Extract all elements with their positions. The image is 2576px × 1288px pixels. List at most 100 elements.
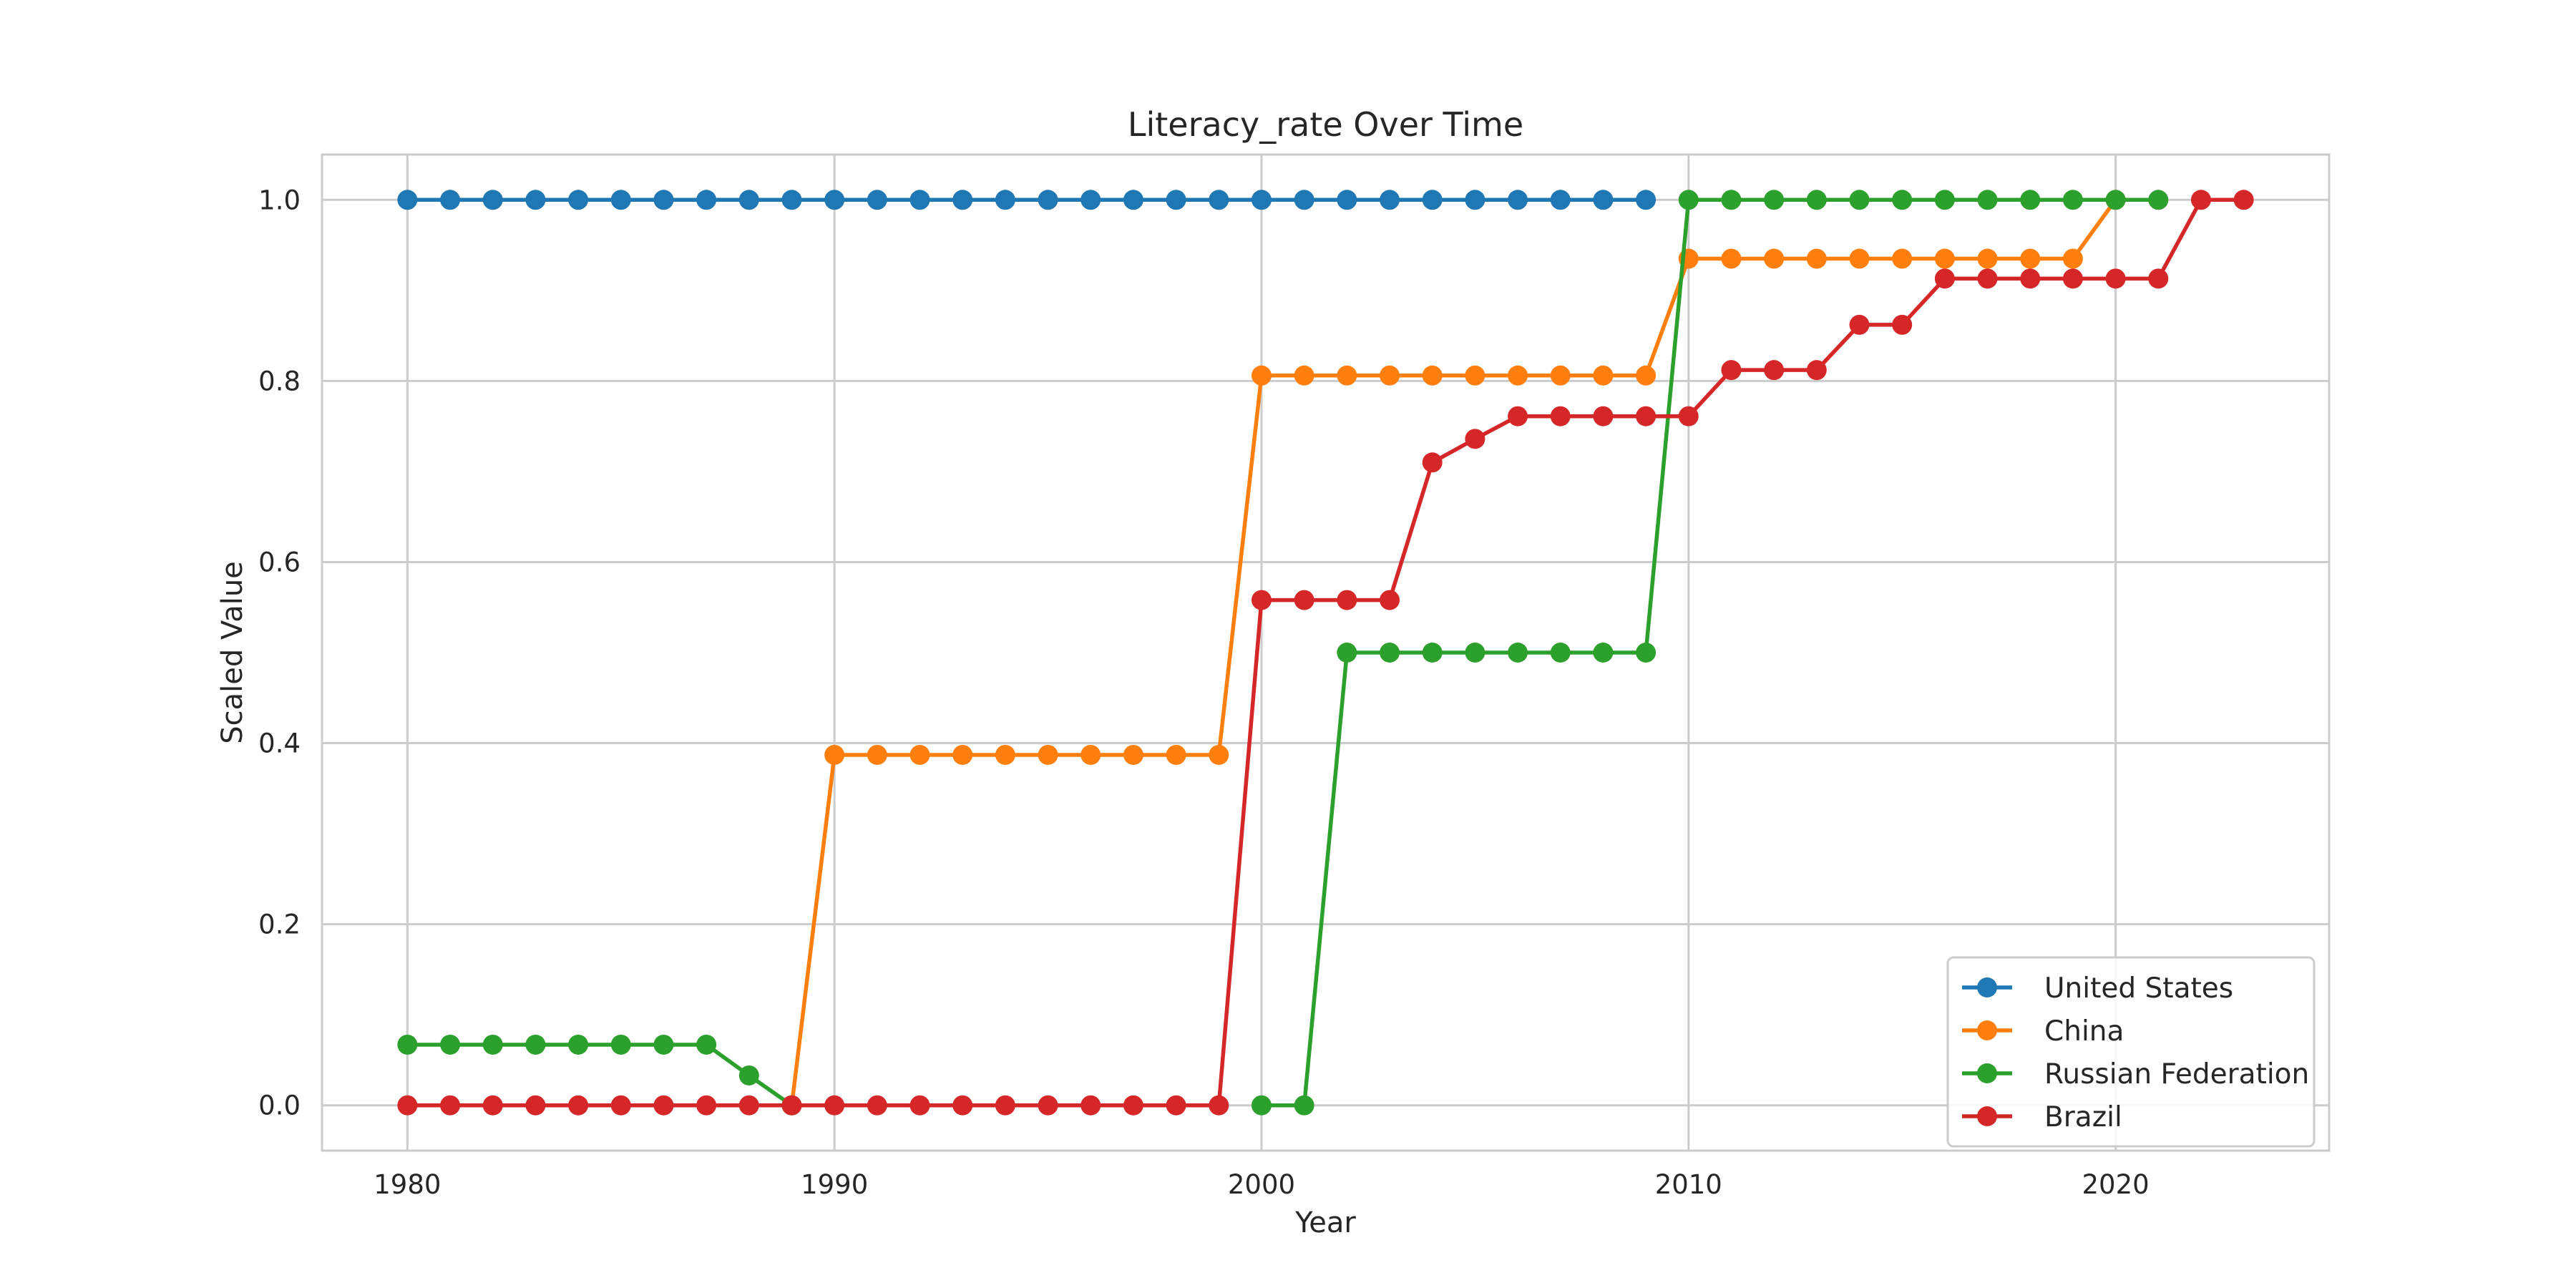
data-point-brazil — [610, 1095, 631, 1116]
data-point-brazil — [1593, 406, 1614, 426]
data-point-united-states — [781, 190, 802, 210]
x-axis-label: Year — [1294, 1206, 1356, 1239]
data-point-russian-federation — [1251, 1095, 1272, 1116]
data-point-china — [1123, 744, 1143, 765]
data-point-brazil — [1209, 1095, 1229, 1116]
data-point-china — [2020, 248, 2041, 269]
data-point-china — [1806, 248, 1827, 269]
data-point-united-states — [1593, 190, 1614, 210]
data-point-russian-federation — [1678, 190, 1699, 210]
data-point-united-states — [653, 190, 674, 210]
data-point-china — [2062, 248, 2083, 269]
legend-box — [1946, 956, 2316, 1148]
chart-title: Literacy_rate Over Time — [1128, 105, 1523, 144]
data-point-brazil — [482, 1095, 503, 1116]
data-point-united-states — [952, 190, 973, 210]
data-point-united-states — [1550, 190, 1571, 210]
data-point-brazil — [1977, 268, 1998, 289]
data-point-china — [995, 744, 1015, 765]
data-point-russian-federation — [1294, 1095, 1314, 1116]
data-point-china — [1508, 365, 1528, 386]
data-point-brazil — [1678, 406, 1699, 426]
data-point-brazil — [909, 1095, 930, 1116]
data-point-russian-federation — [2148, 190, 2169, 210]
data-point-brazil — [653, 1095, 674, 1116]
data-point-russian-federation — [610, 1034, 631, 1055]
legend-items: United States China Russian Federation Braz… — [1962, 972, 2309, 1133]
data-point-brazil — [397, 1095, 418, 1116]
data-point-united-states — [1508, 190, 1528, 210]
series-russian-federation — [397, 190, 2169, 1116]
data-point-united-states — [1166, 190, 1186, 210]
data-point-russian-federation — [397, 1034, 418, 1055]
data-point-brazil — [1080, 1095, 1101, 1116]
data-point-united-states — [995, 190, 1015, 210]
legend-label-china: China — [2044, 1015, 2124, 1048]
data-point-brazil — [1636, 406, 1657, 426]
data-point-brazil — [2020, 268, 2041, 289]
data-point-brazil — [781, 1095, 802, 1116]
data-point-china — [909, 744, 930, 765]
data-point-brazil — [2148, 268, 2169, 289]
x-tick-label: 2020 — [2082, 1169, 2150, 1200]
data-point-brazil — [440, 1095, 461, 1116]
data-point-brazil — [525, 1095, 546, 1116]
data-point-russian-federation — [2105, 190, 2126, 210]
data-point-russian-federation — [568, 1034, 589, 1055]
data-point-brazil — [2105, 268, 2126, 289]
data-point-united-states — [440, 190, 461, 210]
data-point-united-states — [610, 190, 631, 210]
data-point-china — [1721, 248, 1742, 269]
data-point-china — [952, 744, 973, 765]
data-point-brazil — [2190, 190, 2211, 210]
data-point-china — [1038, 744, 1058, 765]
data-point-united-states — [1251, 190, 1272, 210]
data-point-brazil — [1251, 590, 1272, 610]
data-point-brazil — [738, 1095, 759, 1116]
data-point-russian-federation — [1764, 190, 1785, 210]
data-point-china — [1849, 248, 1870, 269]
data-point-china — [1209, 744, 1229, 765]
data-point-united-states — [397, 190, 418, 210]
data-point-brazil — [1764, 360, 1785, 381]
data-point-united-states — [568, 190, 589, 210]
x-tick-label: 1990 — [801, 1169, 868, 1200]
data-point-united-states — [909, 190, 930, 210]
y-tick-label: 0.6 — [258, 547, 301, 577]
data-point-united-states — [1465, 190, 1485, 210]
data-point-united-states — [867, 190, 887, 210]
data-point-brazil — [1380, 590, 1400, 610]
legend-marker-china — [1977, 1020, 1997, 1040]
y-tick-label: 0.2 — [258, 909, 301, 940]
data-point-brazil — [2062, 268, 2083, 289]
legend-item-russian-federation: Russian Federation — [1962, 1058, 2309, 1091]
data-point-china — [1422, 365, 1443, 386]
data-point-united-states — [525, 190, 546, 210]
data-point-brazil — [1550, 406, 1571, 426]
data-point-united-states — [1038, 190, 1058, 210]
legend-label-united-states: United States — [2044, 972, 2233, 1005]
data-point-brazil — [1465, 429, 1485, 449]
series-brazil — [397, 190, 2254, 1116]
data-point-brazil — [696, 1095, 717, 1116]
data-point-russian-federation — [1806, 190, 1827, 210]
data-point-united-states — [1294, 190, 1314, 210]
data-point-china — [1593, 365, 1614, 386]
data-point-brazil — [1934, 268, 1955, 289]
data-point-united-states — [1209, 190, 1229, 210]
series-china — [781, 190, 2126, 1116]
legend: United States China Russian Federation Braz… — [1946, 956, 2316, 1148]
data-point-china — [1465, 365, 1485, 386]
data-point-china — [1934, 248, 1955, 269]
data-point-brazil — [1038, 1095, 1058, 1116]
data-point-brazil — [1123, 1095, 1143, 1116]
data-point-brazil — [1508, 406, 1528, 426]
data-point-brazil — [952, 1095, 973, 1116]
data-point-russian-federation — [1849, 190, 1870, 210]
data-point-russian-federation — [1892, 190, 1913, 210]
data-point-china — [1337, 365, 1357, 386]
data-point-united-states — [824, 190, 845, 210]
data-point-russian-federation — [2020, 190, 2041, 210]
data-point-china — [1892, 248, 1913, 269]
y-axis-label: Scaled Value — [216, 561, 249, 744]
